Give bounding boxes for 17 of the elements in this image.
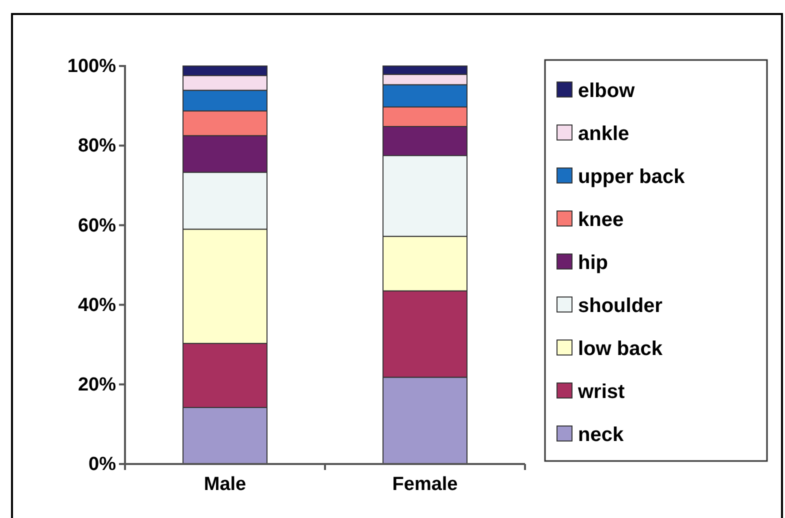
legend-label: knee bbox=[578, 209, 624, 231]
y-tick-label: 40% bbox=[78, 294, 116, 316]
x-tick-label: Female bbox=[392, 474, 458, 495]
y-tick-label: 60% bbox=[78, 215, 116, 236]
y-tick-label: 0% bbox=[88, 454, 116, 476]
legend-label: hip bbox=[578, 252, 608, 274]
y-tick-label: 80% bbox=[78, 136, 116, 157]
legend-label: elbow bbox=[578, 80, 636, 102]
legend-label: ankle bbox=[578, 123, 630, 145]
legend-label: upper back bbox=[578, 166, 686, 188]
legend-label: low back bbox=[578, 338, 664, 360]
legend-label: shoulder bbox=[578, 295, 663, 317]
legend-label: wrist bbox=[577, 381, 626, 403]
x-tick-label: Male bbox=[204, 474, 246, 495]
y-tick-label: 100% bbox=[67, 56, 116, 78]
y-tick-label: 20% bbox=[78, 374, 116, 396]
legend-label: neck bbox=[578, 424, 624, 446]
